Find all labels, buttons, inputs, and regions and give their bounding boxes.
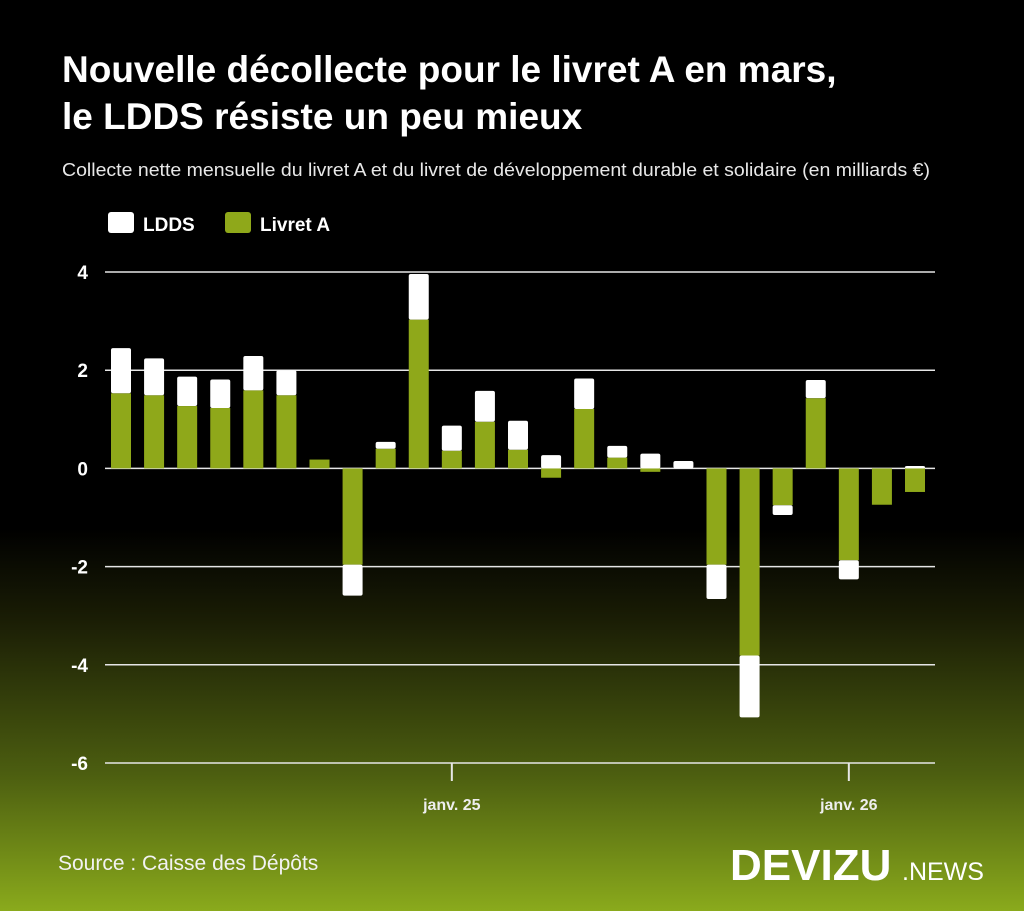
- bar-ldds: [607, 445, 628, 458]
- y-tick-label: -4: [71, 656, 88, 677]
- bar-livret-a: [408, 319, 429, 469]
- bar-ldds: [838, 560, 859, 580]
- bar-ldds: [574, 378, 595, 409]
- bar-livret-a: [772, 468, 793, 506]
- bar-livret-a: [342, 468, 363, 565]
- y-tick-label: -2: [71, 558, 88, 579]
- bar-ldds: [508, 420, 528, 450]
- bar-ldds: [640, 453, 661, 469]
- legend-swatch-livret-a: [225, 212, 251, 233]
- bar-ldds: [706, 564, 727, 600]
- bar-ldds: [144, 358, 165, 396]
- bar-ldds: [342, 564, 363, 596]
- x-tick-label: janv. 25: [422, 797, 481, 814]
- bar-ldds: [474, 390, 495, 422]
- bar-livret-a: [541, 468, 562, 478]
- bar-livret-a: [177, 406, 198, 469]
- bar-ldds: [541, 455, 562, 469]
- bar-ldds: [243, 355, 264, 391]
- subtitle: Collecte nette mensuelle du livret A et …: [62, 160, 930, 180]
- bar-ldds: [408, 273, 429, 320]
- bar-ldds: [772, 505, 793, 516]
- bar-livret-a: [441, 450, 462, 469]
- bar-livret-a: [706, 468, 727, 565]
- logo-news: .NEWS: [902, 858, 984, 886]
- bar-ldds: [210, 379, 231, 409]
- bar-ldds: [905, 465, 925, 469]
- title-line-1: Nouvelle décollecte pour le livret A en …: [62, 49, 837, 90]
- bar-ldds: [739, 655, 760, 718]
- bar-livret-a: [210, 408, 231, 469]
- bar-ldds: [441, 425, 462, 451]
- gridlines: 4 2 0 -2 -4 -6: [71, 263, 935, 775]
- x-tick-label: janv. 26: [819, 797, 878, 814]
- bar-livret-a: [243, 390, 264, 469]
- legend-label-livret-a: Livret A: [260, 215, 330, 236]
- bar-ldds: [276, 370, 297, 396]
- bar-livret-a: [309, 459, 330, 469]
- bar-livret-a: [640, 468, 661, 472]
- bar-ldds: [177, 376, 198, 407]
- bar-livret-a: [838, 468, 859, 561]
- y-tick-label: 0: [77, 459, 88, 480]
- y-tick-label: -6: [71, 754, 88, 775]
- bar-livret-a: [375, 448, 396, 469]
- bar-ldds: [375, 441, 396, 449]
- bar-ldds: [111, 348, 131, 394]
- source-note: Source : Caisse des Dépôts: [58, 852, 318, 875]
- bar-livret-a: [574, 408, 595, 469]
- bar-ldds: [673, 461, 694, 469]
- bar-livret-a: [739, 468, 760, 656]
- bar-livret-a: [111, 393, 131, 469]
- bar-livret-a: [508, 449, 528, 469]
- legend-label-ldds: LDDS: [143, 215, 195, 236]
- bar-livret-a: [871, 468, 892, 505]
- title-line-2: le LDDS résiste un peu mieux: [62, 96, 583, 137]
- bar-livret-a: [905, 468, 925, 492]
- bar-livret-a: [276, 395, 297, 469]
- legend-swatch-ldds: [108, 212, 134, 233]
- x-axis: janv. 25 janv. 26: [422, 763, 878, 814]
- bar-livret-a: [805, 398, 826, 469]
- y-tick-label: 2: [77, 361, 88, 382]
- bar-livret-a: [474, 421, 495, 469]
- logo-devizu: DEVIZU: [730, 841, 891, 890]
- bars: [111, 273, 925, 718]
- bar-ldds: [805, 380, 826, 399]
- y-tick-label: 4: [77, 263, 88, 284]
- bar-livret-a: [144, 395, 165, 469]
- bar-livret-a: [607, 457, 628, 469]
